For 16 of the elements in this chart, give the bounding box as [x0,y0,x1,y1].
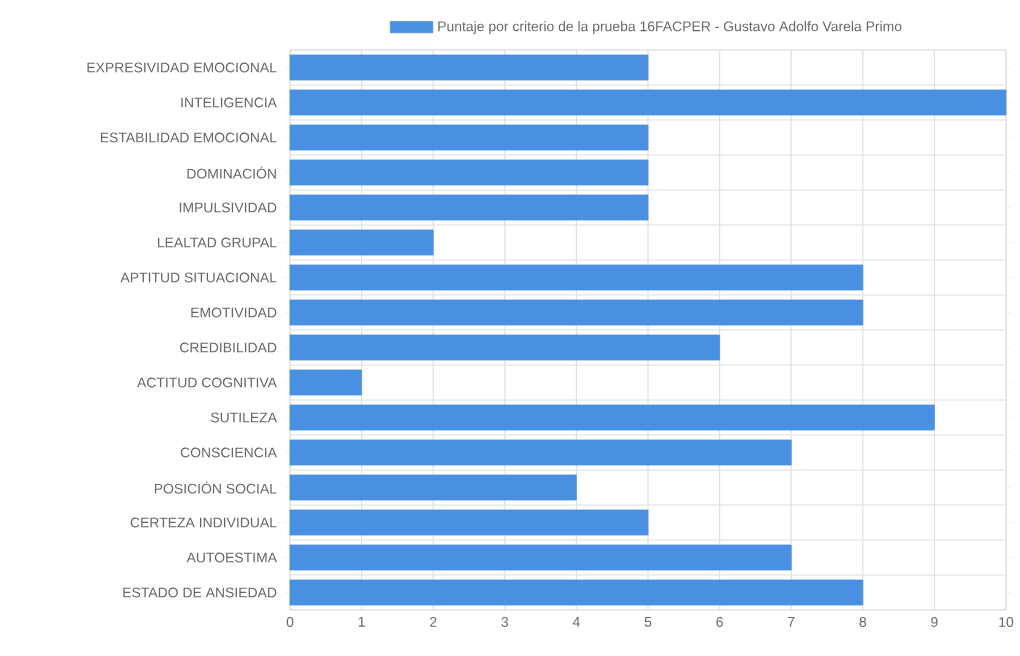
bar [289,474,577,501]
bar [289,439,792,466]
bar [289,579,864,606]
bar [289,124,649,151]
bar [289,544,792,571]
bar [289,229,434,256]
bar [289,334,721,361]
bar [289,89,1007,116]
bar [289,404,935,431]
bar [289,264,864,291]
bar [289,159,649,186]
bar [289,369,362,396]
bar [289,54,649,81]
bar [289,194,649,221]
bar [289,299,864,326]
bar [289,509,649,536]
